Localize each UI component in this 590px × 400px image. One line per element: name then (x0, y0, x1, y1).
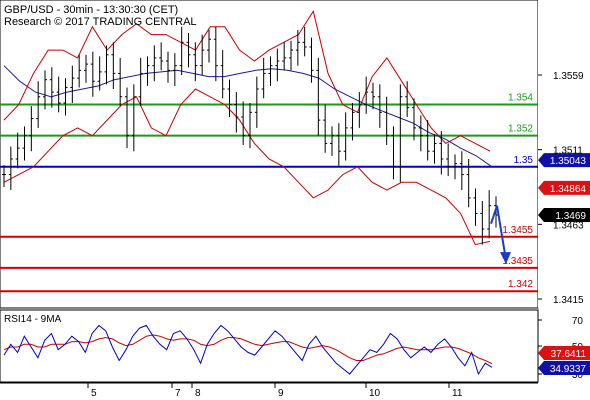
forecast-arrow-layer (490, 205, 511, 265)
price-tick-label: 1.3415 (553, 295, 584, 306)
chart-title: GBP/USD - 30min - 13:30:30 (CET) (4, 4, 178, 16)
forecast-arrow-line (490, 205, 507, 261)
time-tick-label: 11 (452, 388, 463, 399)
level-label-support: 1.3455 (502, 225, 533, 236)
level-label-resistance: 1.352 (508, 124, 533, 135)
price-tick-label: 1.3559 (553, 71, 584, 82)
price-tick-label: 1.3511 (553, 146, 583, 157)
rsi-tag-blue (538, 361, 590, 375)
time-axis: 5 7 8 9 10 11 (0, 382, 538, 399)
rsi-panel: RSI14 - 9MA (0, 309, 539, 383)
price-tag-blue (538, 153, 590, 168)
price-tag-label: 1.34864 (550, 184, 587, 195)
rsi-panel-title: RSI14 - 9MA (4, 314, 62, 325)
bollinger-upper-line (3, 9, 491, 152)
time-tick-label: 8 (195, 388, 201, 399)
price-series-layer (2, 26, 498, 245)
time-tick-label: 7 (175, 388, 181, 399)
price-tag-red (538, 180, 590, 195)
rsi-line (3, 324, 493, 376)
rsi-series-layer (3, 324, 493, 376)
rsi-tag-label: 37.6411 (551, 349, 587, 360)
price-tag-label: 1.35043 (550, 156, 587, 167)
price-tag-black (538, 208, 590, 222)
level-label-support: 1.342 (508, 279, 533, 290)
levels-layer (0, 103, 538, 293)
price-value-tags: 1.35043 1.34864 1.3469 (538, 153, 590, 222)
time-tick-label: 10 (369, 388, 381, 399)
price-panel: GBP/USD - 30min - 13:30:30 (CET) Researc… (0, 0, 539, 309)
rsi-value-tags: 37.6411 34.9337 (538, 346, 590, 375)
chart-subtitle: Research © 2017 TRADING CENTRAL (4, 16, 197, 28)
forecast-arrow-head (500, 252, 511, 265)
rsi-tick-label: 70 (572, 316, 584, 327)
rsi-ma-line (3, 334, 493, 365)
level-label-support: 1.3435 (502, 256, 533, 267)
time-tick-label: 5 (91, 388, 97, 399)
moving-average-line (3, 65, 493, 168)
level-labels: 1.354 1.352 1.35 1.3455 1.3435 1.342 (502, 93, 533, 291)
bollinger-lower-line (3, 88, 491, 246)
time-tick-label: 9 (278, 388, 284, 399)
level-label-pivot: 1.35 (514, 155, 534, 166)
rsi-tag-red (538, 346, 590, 360)
price-tick-label: 1.3463 (553, 220, 584, 231)
price-axis-ticks: 1.3559 1.3511 1.3463 1.3415 (538, 71, 584, 306)
level-label-resistance: 1.354 (508, 93, 533, 104)
price-tag-label: 1.3469 (555, 211, 586, 222)
rsi-tag-label: 34.9337 (550, 364, 587, 375)
rsi-tick-label: 30 (572, 370, 584, 381)
bollinger-bands-layer (3, 9, 493, 246)
